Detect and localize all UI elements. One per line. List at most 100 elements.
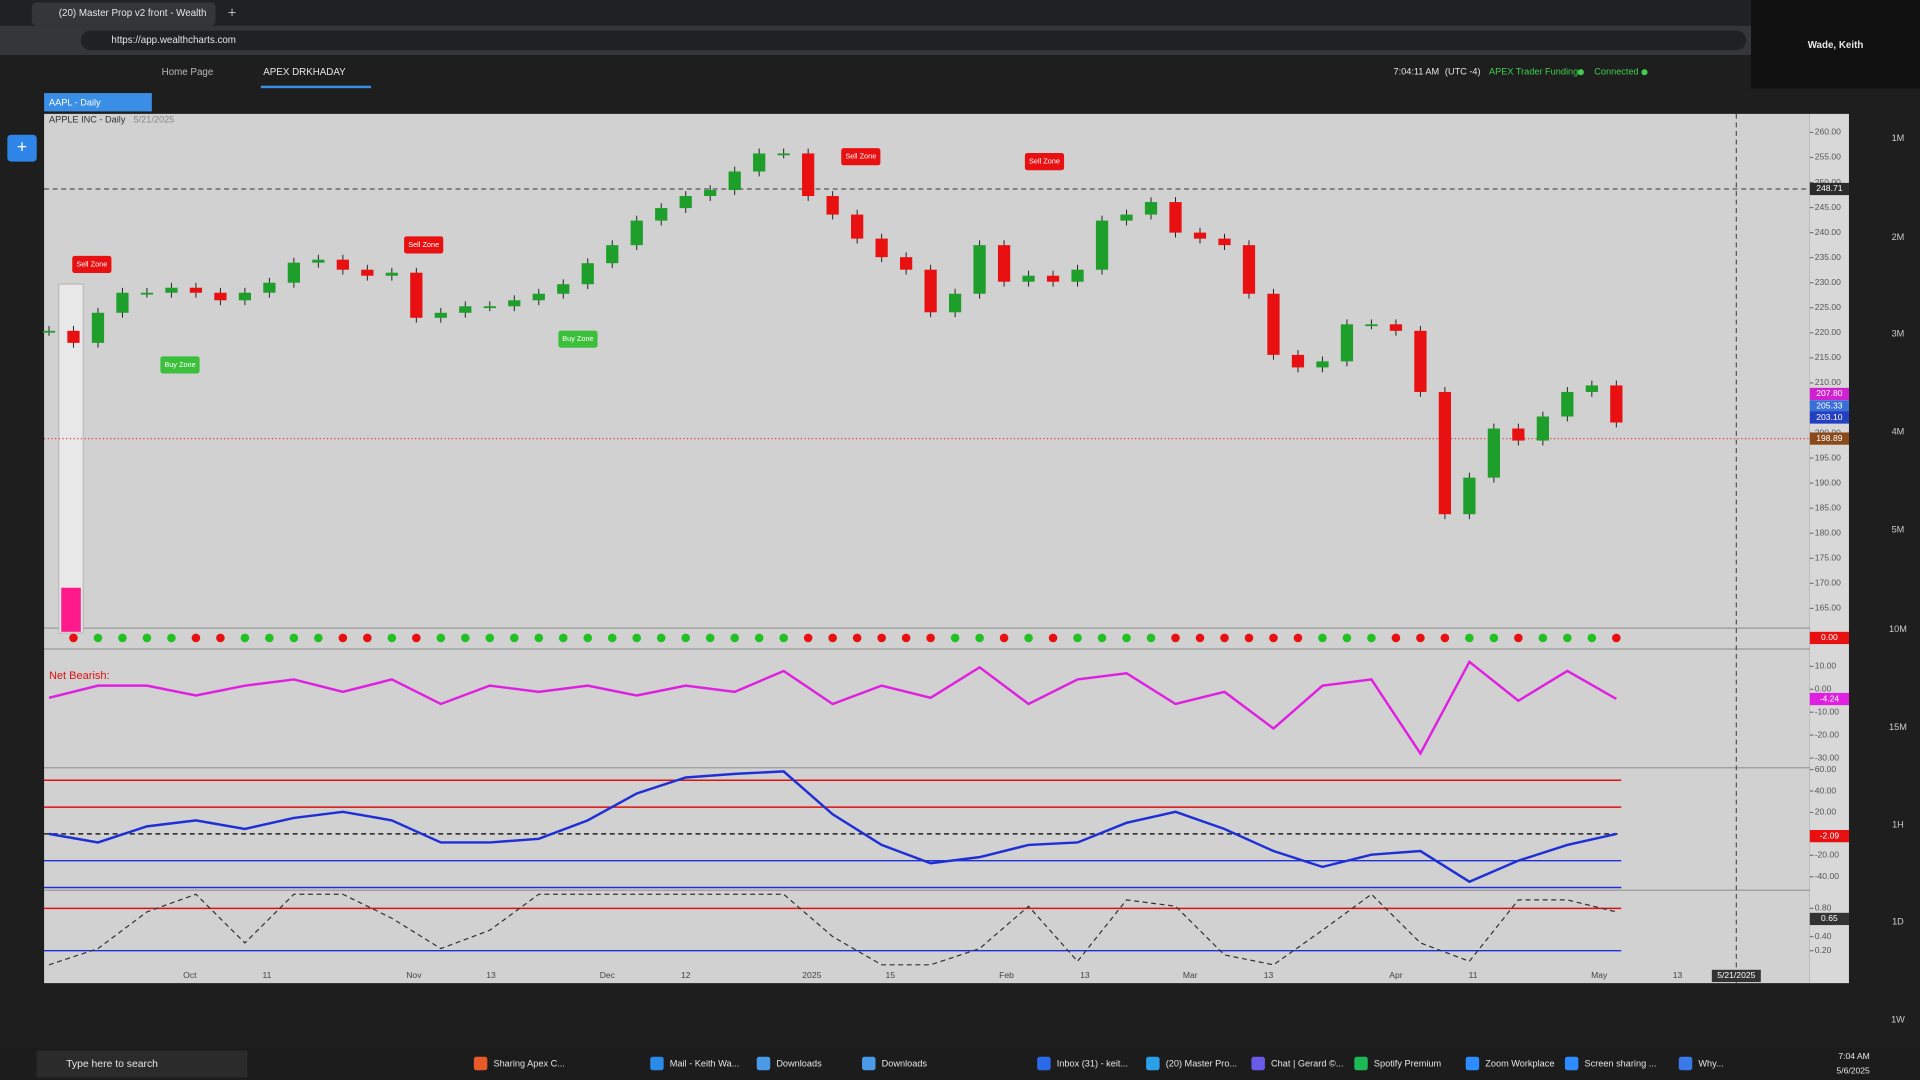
candle: [1267, 293, 1280, 355]
app-tab[interactable]: Home Page: [162, 67, 214, 78]
timeframe[interactable]: 10M: [1889, 624, 1907, 634]
search-box[interactable]: [36, 1050, 248, 1078]
candle: [630, 220, 643, 246]
taskbar-item[interactable]: Spotify Premium: [1374, 1059, 1442, 1069]
signal-dot: [1416, 633, 1425, 643]
add-icon: +: [17, 137, 27, 157]
taskbar-item[interactable]: (20) Master Pro...: [1166, 1059, 1237, 1069]
signal-dot: [314, 633, 323, 643]
taskbar-item[interactable]: Why...: [1698, 1059, 1723, 1069]
timeframe[interactable]: 3M: [1892, 329, 1905, 339]
app-toolbar: [0, 55, 1752, 90]
net-bearish-label: Net Bearish:: [49, 670, 110, 682]
x-tick-label: 12: [681, 970, 691, 980]
x-tick-label: 11: [262, 970, 271, 980]
y-tick-label: 20.00: [1815, 807, 1837, 817]
zone-box: [160, 356, 200, 374]
candle: [91, 312, 105, 343]
candle: [1463, 477, 1476, 515]
chart-tab-strip: [42, 89, 1920, 114]
signal-dot: [803, 633, 813, 643]
y-tick-label: 215.00: [1815, 352, 1841, 362]
taskbar-icon[interactable]: [1564, 1056, 1579, 1071]
y-tick-label: 250.00: [1815, 177, 1841, 187]
taskbar-item[interactable]: Sharing Apex C...: [493, 1059, 564, 1069]
taskbar-icon[interactable]: [1678, 1056, 1693, 1071]
timeframe[interactable]: 15M: [1889, 722, 1907, 732]
candle: [287, 262, 300, 283]
candle: [42, 330, 56, 333]
signal-dot: [877, 633, 886, 643]
taskbar-item[interactable]: Zoom Workplace: [1485, 1059, 1554, 1069]
taskbar-item[interactable]: Mail - Keith Wa...: [670, 1059, 739, 1069]
x-tick-label: 13: [1673, 970, 1683, 980]
oscillator-line: [48, 770, 1617, 884]
y-tick-label: -10.00: [1815, 706, 1840, 716]
bottom-strip: [42, 983, 1849, 1049]
zone-label: Sell Zone: [408, 240, 439, 249]
broker[interactable]: APEX Trader Funding: [1489, 67, 1578, 77]
zone-label: Buy Zone: [164, 360, 195, 369]
candle: [1291, 354, 1305, 368]
candle: [361, 269, 374, 276]
zone-box: [841, 148, 881, 166]
taskbar-icon[interactable]: [1037, 1056, 1051, 1071]
candle: [1120, 214, 1133, 221]
candle: [263, 282, 276, 293]
zone-label: Sell Zone: [845, 152, 876, 161]
color-swatch[interactable]: [61, 587, 81, 632]
x-tick-label: Dec: [600, 970, 616, 980]
timeframe[interactable]: 1W: [1891, 1014, 1905, 1024]
taskbar-icon[interactable]: [473, 1056, 488, 1071]
candle: [1242, 245, 1256, 294]
add-button[interactable]: [7, 134, 37, 162]
chart-area[interactable]: [44, 113, 1810, 984]
price-label-box: [1809, 182, 1849, 196]
candle: [1071, 269, 1084, 282]
signal-dot: [485, 633, 495, 643]
candle: [1487, 428, 1500, 478]
taskbar-icon[interactable]: [862, 1056, 876, 1071]
taskbar-item[interactable]: Screen sharing ...: [1584, 1059, 1656, 1069]
candle: [1218, 238, 1231, 246]
taskbar-icon[interactable]: [756, 1056, 771, 1071]
timeframe[interactable]: 1M: [1892, 133, 1905, 143]
taskbar-item[interactable]: Downloads: [882, 1059, 928, 1069]
candle: [1193, 232, 1207, 239]
taskbar-icon[interactable]: [650, 1056, 664, 1071]
taskbar-icon[interactable]: [1465, 1056, 1480, 1071]
taskbar-item[interactable]: Inbox (31) - keit...: [1057, 1059, 1128, 1069]
timeframe[interactable]: 1H: [1892, 820, 1904, 830]
y-tick-label: 235.00: [1815, 252, 1841, 262]
signal-dot: [1269, 633, 1278, 643]
candle: [238, 292, 252, 301]
app-tab[interactable]: APEX DRKHADAY: [263, 67, 346, 78]
candle: [1169, 202, 1182, 233]
taskbar-icon[interactable]: [1146, 1056, 1160, 1071]
candle: [508, 300, 521, 307]
timeframe[interactable]: 4M: [1892, 427, 1905, 437]
taskbar-item[interactable]: Downloads: [776, 1059, 822, 1069]
candle: [1536, 416, 1549, 441]
taskbar-icon[interactable]: [1251, 1056, 1265, 1071]
taskbar-item[interactable]: Chat | Gerard ©...: [1271, 1059, 1343, 1069]
candle: [606, 245, 619, 264]
signal-dot: [363, 633, 372, 643]
browser-tab[interactable]: [31, 2, 216, 26]
y-tick-label: 190.00: [1815, 477, 1841, 487]
address-field[interactable]: [80, 30, 1747, 51]
symbol-date: 5/21/2025: [133, 114, 174, 124]
x-tick-label: Apr: [1389, 970, 1402, 980]
y-tick-label: 255.00: [1815, 152, 1841, 162]
timeframe[interactable]: 5M: [1892, 525, 1905, 535]
taskbar-icon[interactable]: [1354, 1056, 1368, 1071]
candle: [1585, 385, 1598, 392]
broker-status: [1577, 69, 1584, 76]
candle: [459, 306, 472, 313]
chart-tab[interactable]: [44, 93, 152, 112]
timeframe[interactable]: 1D: [1892, 916, 1904, 926]
new-tab[interactable]: +: [228, 5, 237, 21]
timeframe[interactable]: 2M: [1892, 232, 1905, 242]
